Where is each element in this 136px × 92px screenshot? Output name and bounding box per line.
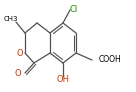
Text: O: O [17,48,23,58]
Text: CH3: CH3 [4,16,18,22]
Text: OH: OH [56,75,69,84]
Text: O: O [15,69,21,78]
Text: COOH: COOH [99,55,122,64]
Text: Cl: Cl [70,6,78,15]
